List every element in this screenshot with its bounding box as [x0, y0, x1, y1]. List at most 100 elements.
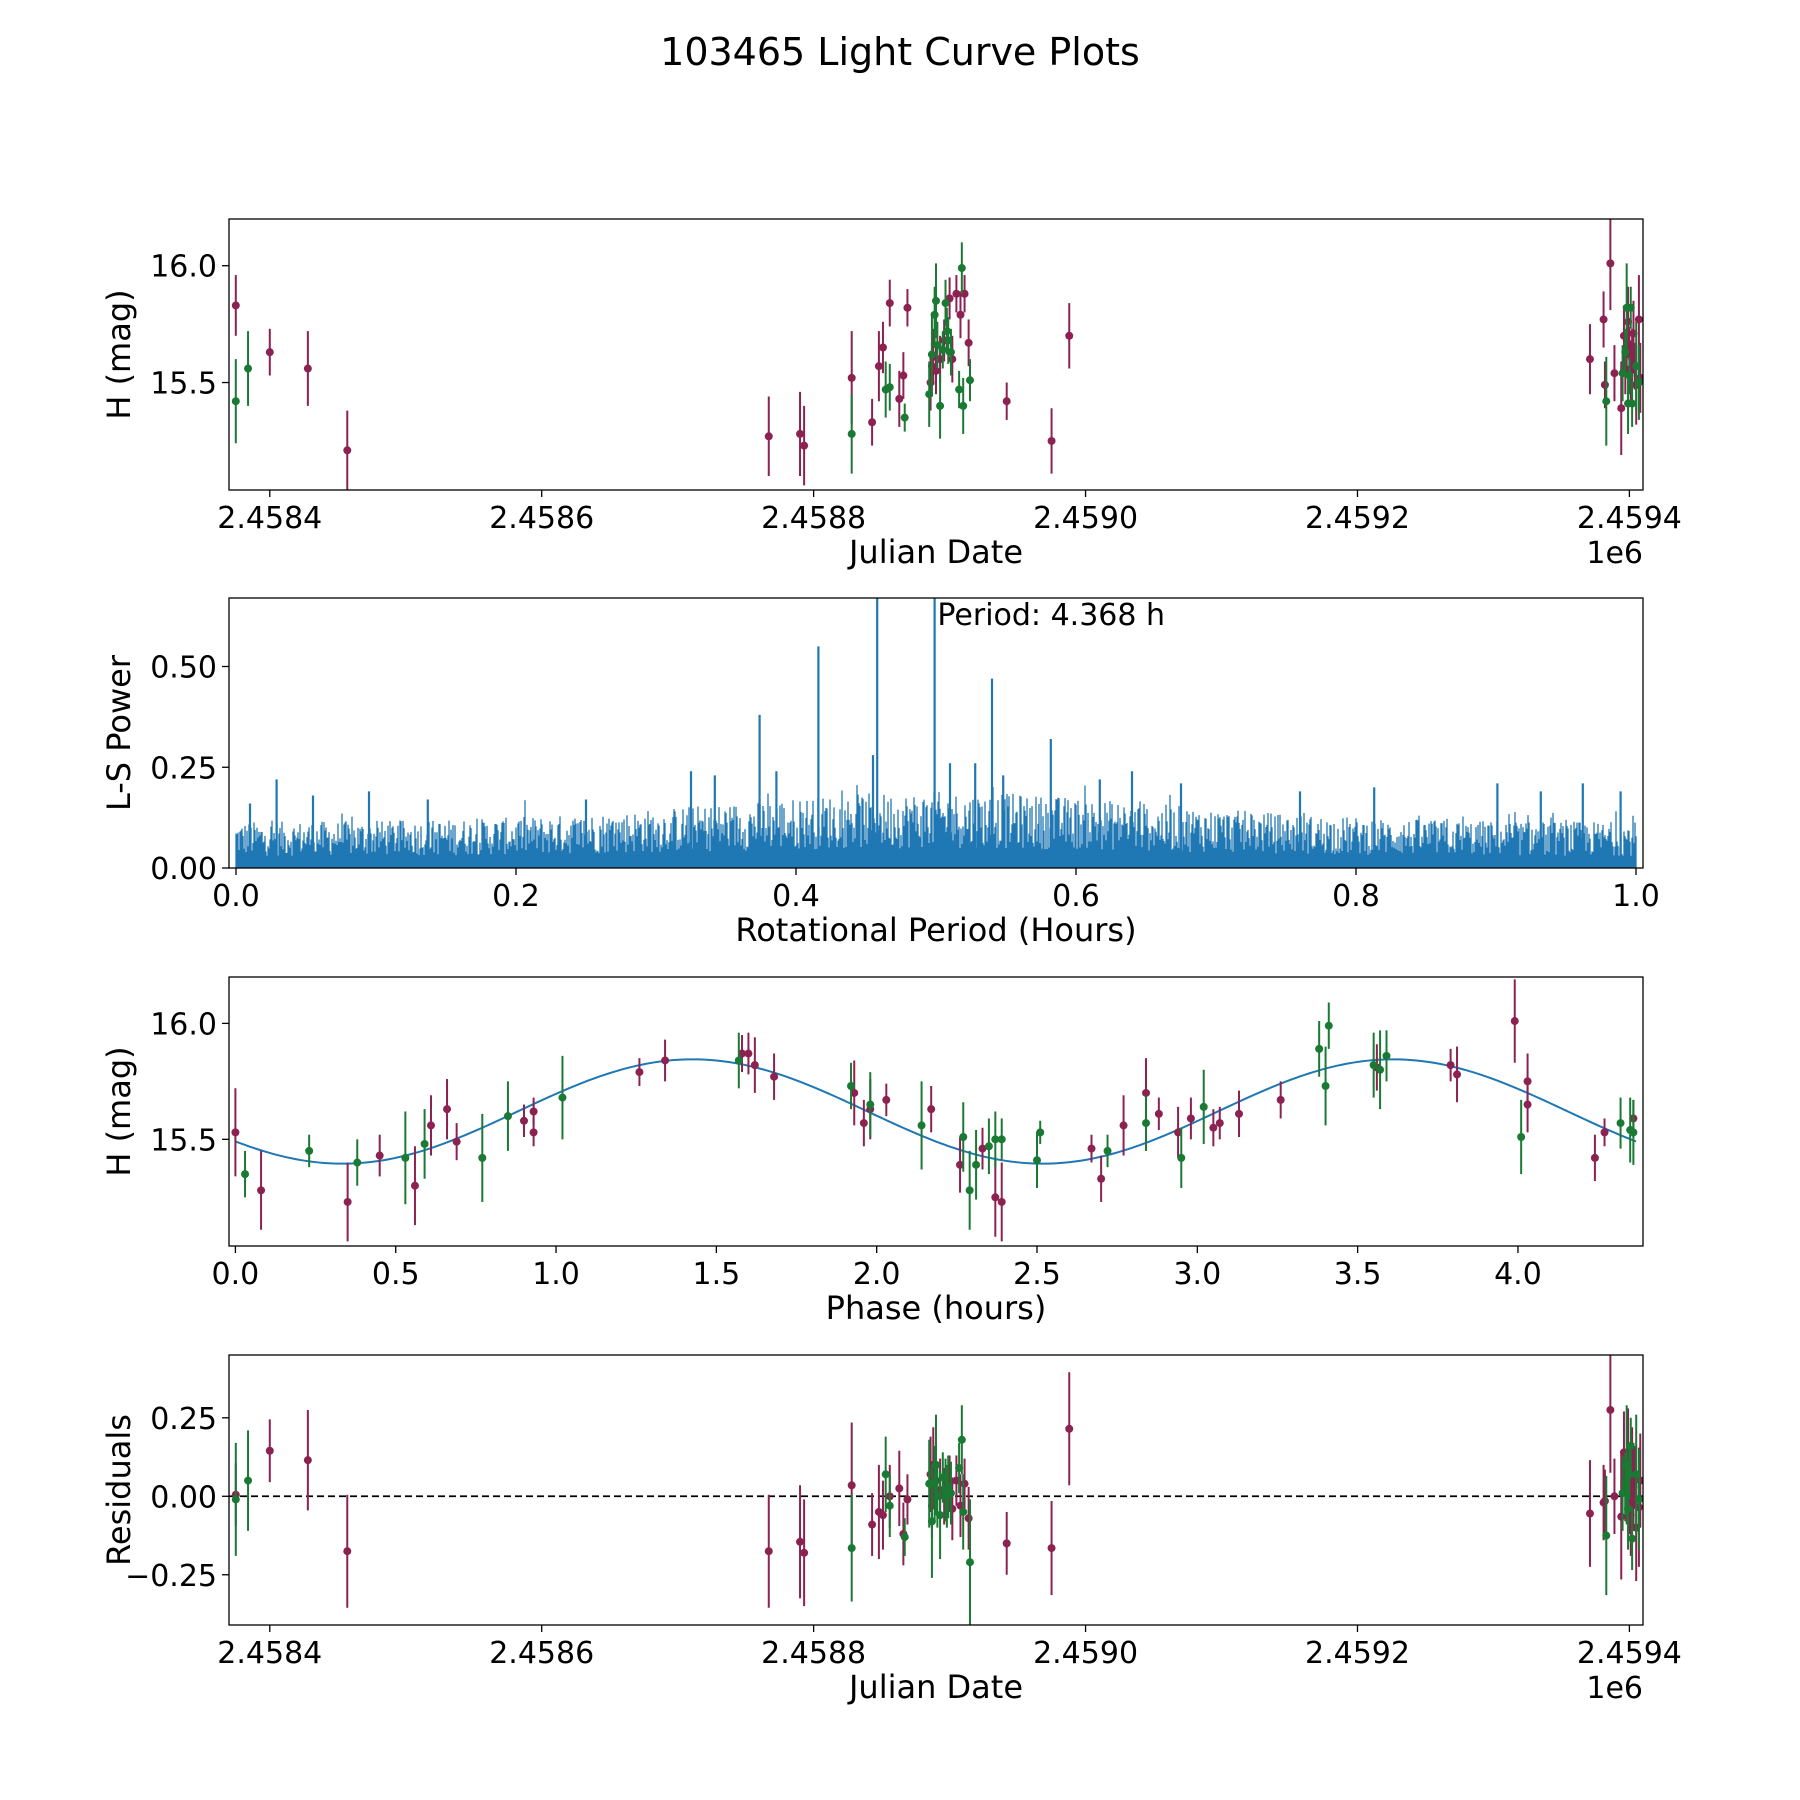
green-data-point: [1369, 1061, 1378, 1070]
magenta-data-point: [800, 1548, 809, 1557]
x-tick-label: 2.4594: [1577, 501, 1682, 536]
green-data-point: [957, 264, 966, 273]
magenta-data-point: [661, 1056, 670, 1065]
magenta-data-point: [343, 1547, 352, 1556]
phased-lightcurve-panel: 0.0 0.5 1.0 1.5 2.0 2.5 3.0 3.5 4.0 15.5 16.0 Phase…: [100, 976, 1644, 1327]
magenta-data-point: [303, 1456, 312, 1465]
magenta-data-point: [1047, 436, 1056, 445]
x-tick-label: 0.0: [212, 1257, 260, 1292]
y-tick-label: 0.00: [150, 852, 217, 887]
magenta-data-point: [265, 348, 274, 357]
magenta-data-point: [868, 1520, 877, 1529]
green-data-point: [1142, 1119, 1151, 1128]
magenta-data-point: [1215, 1119, 1224, 1128]
magenta-data-point: [1154, 1109, 1163, 1118]
magenta-data-point: [927, 1105, 936, 1114]
y-tick-label: 15.5: [150, 367, 217, 402]
periodogram-noise-series: [235, 785, 1637, 868]
green-data-point: [420, 1139, 429, 1148]
green-data-point: [241, 1170, 250, 1179]
x-tick-label: 0.8: [1332, 879, 1380, 914]
green-data-point: [881, 1470, 890, 1479]
magenta-data-point: [878, 1511, 887, 1520]
magenta-data-point: [800, 441, 809, 450]
green-data-point: [1628, 399, 1637, 408]
magenta-data-point: [1600, 1496, 1609, 1505]
magenta-data-point: [868, 418, 877, 427]
green-data-point: [866, 1100, 875, 1109]
x-axis-label: Julian Date: [847, 533, 1023, 571]
magenta-data-point: [343, 1197, 352, 1206]
x-tick-label: 1.0: [1612, 879, 1660, 914]
magenta-data-point: [231, 1128, 240, 1137]
residuals-panel: 2.4584 2.4586 2.4588 2.4590 2.4592 2.4594 −0.2…: [100, 1354, 1682, 1706]
magenta-data-point: [443, 1105, 452, 1114]
magenta-data-point: [1585, 355, 1594, 364]
y-tick-label: 0.00: [150, 1480, 217, 1515]
green-data-point: [503, 1112, 512, 1121]
green-data-point: [938, 345, 947, 354]
x-tick-label: 0.0: [212, 879, 260, 914]
magenta-data-point: [1065, 331, 1074, 340]
axes-frame: [228, 597, 1644, 869]
green-data-point: [1321, 1081, 1330, 1090]
magenta-data-point: [1453, 1070, 1462, 1079]
green-data-point: [1036, 1128, 1045, 1137]
x-tick-label: 2.4586: [489, 501, 594, 536]
magenta-data-point: [1276, 1095, 1285, 1104]
magenta-data-point: [895, 394, 904, 403]
x-tick-label: 0.5: [372, 1257, 420, 1292]
magenta-data-point: [1585, 1509, 1594, 1518]
magenta-data-point: [1087, 1144, 1096, 1153]
magenta-data-point: [1606, 1405, 1615, 1414]
magenta-data-point: [932, 366, 940, 375]
magenta-data-point: [1209, 1123, 1218, 1132]
magenta-data-point: [903, 303, 912, 312]
magenta-data-point: [903, 1495, 912, 1504]
green-data-point: [965, 1558, 974, 1567]
magenta-data-point: [764, 432, 773, 441]
green-data-point: [885, 383, 894, 392]
green-data-point: [734, 1056, 743, 1065]
green-data-point: [244, 1476, 253, 1485]
green-data-point: [1315, 1044, 1324, 1053]
x-tick-label: 0.2: [492, 879, 540, 914]
y-axis-label: L-S Power: [100, 654, 138, 811]
magenta-data-point: [343, 446, 352, 455]
magenta-data-point: [885, 299, 894, 308]
green-data-point: [1376, 1065, 1385, 1074]
magenta-data-point: [847, 373, 856, 382]
green-data-point: [955, 385, 964, 394]
green-data-point: [1324, 1021, 1333, 1030]
x-tick-label: 2.5: [1013, 1257, 1061, 1292]
green-data-point: [1634, 378, 1643, 387]
green-data-point: [558, 1093, 567, 1102]
magenta-data-point: [796, 1537, 805, 1546]
green-data-point: [1634, 1495, 1643, 1504]
magenta-data-point: [452, 1137, 461, 1146]
plot-area: [229, 1355, 1643, 1625]
green-data-point: [959, 401, 968, 410]
magenta-data-point: [948, 355, 957, 364]
x-axis-label: Rotational Period (Hours): [735, 911, 1136, 949]
x-axis-label: Phase (hours): [826, 1289, 1047, 1327]
axes-frame: [228, 976, 1644, 1247]
green-data-point: [847, 1544, 856, 1553]
y-tick-label: 0.25: [150, 751, 217, 786]
green-data-point: [478, 1153, 487, 1162]
magenta-data-point: [635, 1068, 644, 1077]
green-data-point: [965, 376, 974, 385]
magenta-data-point: [1600, 1128, 1609, 1137]
magenta-data-point: [850, 1088, 859, 1097]
x-offset-label: 1e6: [1586, 1671, 1643, 1706]
magenta-data-point: [744, 1049, 753, 1058]
x-tick-label: 0.6: [1052, 879, 1100, 914]
magenta-data-point: [847, 1481, 856, 1490]
x-tick-label: 1.0: [532, 1257, 580, 1292]
magenta-data-point: [1606, 259, 1615, 268]
figure-title: 103465 Light Curve Plots: [660, 30, 1140, 74]
magenta-data-point: [1097, 1174, 1106, 1183]
plot-area: [231, 219, 1643, 490]
green-data-point: [847, 1081, 856, 1090]
